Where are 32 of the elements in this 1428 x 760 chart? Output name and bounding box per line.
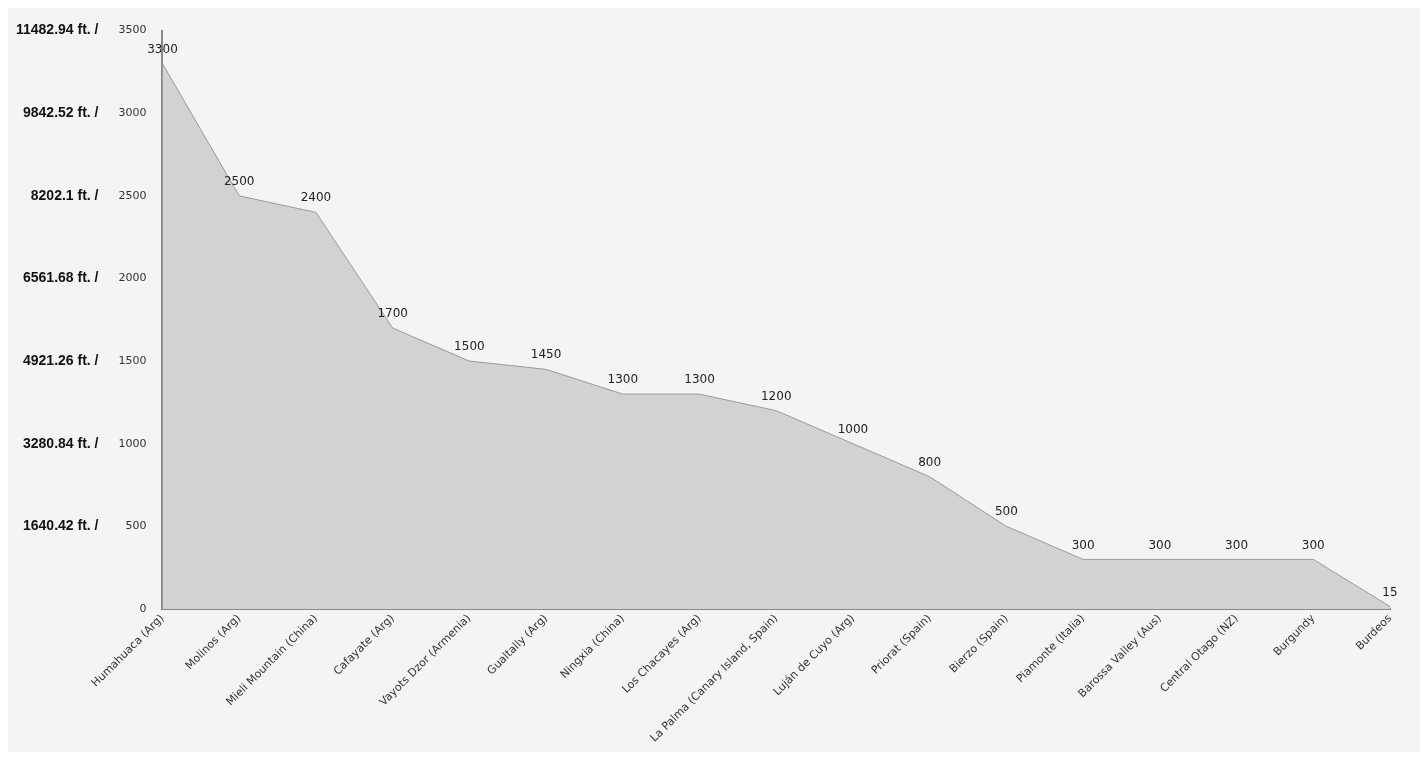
data-label: 500	[994, 504, 1018, 519]
data-label: 1000	[837, 421, 869, 436]
y-tick-label: 500	[125, 519, 147, 533]
y-tick-label: 0	[139, 601, 147, 615]
data-label: 2500	[223, 173, 255, 188]
data-label: 300	[1071, 537, 1095, 552]
y-tick-label: 2000	[118, 271, 147, 285]
data-label: 1500	[454, 339, 485, 354]
y-tick-label: 1500	[118, 353, 147, 367]
data-label: 15	[1382, 584, 1398, 599]
y-tick-label: 2500	[118, 188, 147, 202]
data-label: 1300	[684, 372, 715, 387]
y2-tick-label: 6561.68 ft. /	[23, 269, 99, 286]
y2-tick-label: 8202.1 ft. /	[30, 186, 99, 203]
y-tick-label: 3000	[118, 106, 147, 120]
data-label: 3300	[147, 41, 178, 56]
y-tick-label: 1000	[118, 436, 147, 450]
data-label: 1450	[530, 347, 562, 362]
y2-tick-label: 4921.26 ft. /	[23, 351, 99, 368]
y2-tick-label: 9842.52 ft. /	[23, 104, 99, 121]
data-label: 2400	[300, 190, 332, 205]
data-label: 300	[1148, 537, 1172, 552]
y2-tick-label: 1640.42 ft. /	[23, 517, 99, 534]
data-label: 1300	[607, 372, 639, 387]
data-label: 800	[918, 454, 942, 469]
y2-tick-label: 3280.84 ft. /	[23, 434, 99, 451]
data-label: 300	[1225, 537, 1249, 552]
data-label: 1200	[760, 388, 792, 403]
y2-tick-label: 11482.94 ft. /	[15, 21, 99, 38]
data-label: 300	[1301, 537, 1325, 552]
y-tick-label: 3500	[118, 23, 147, 37]
data-label: 1700	[377, 306, 408, 321]
